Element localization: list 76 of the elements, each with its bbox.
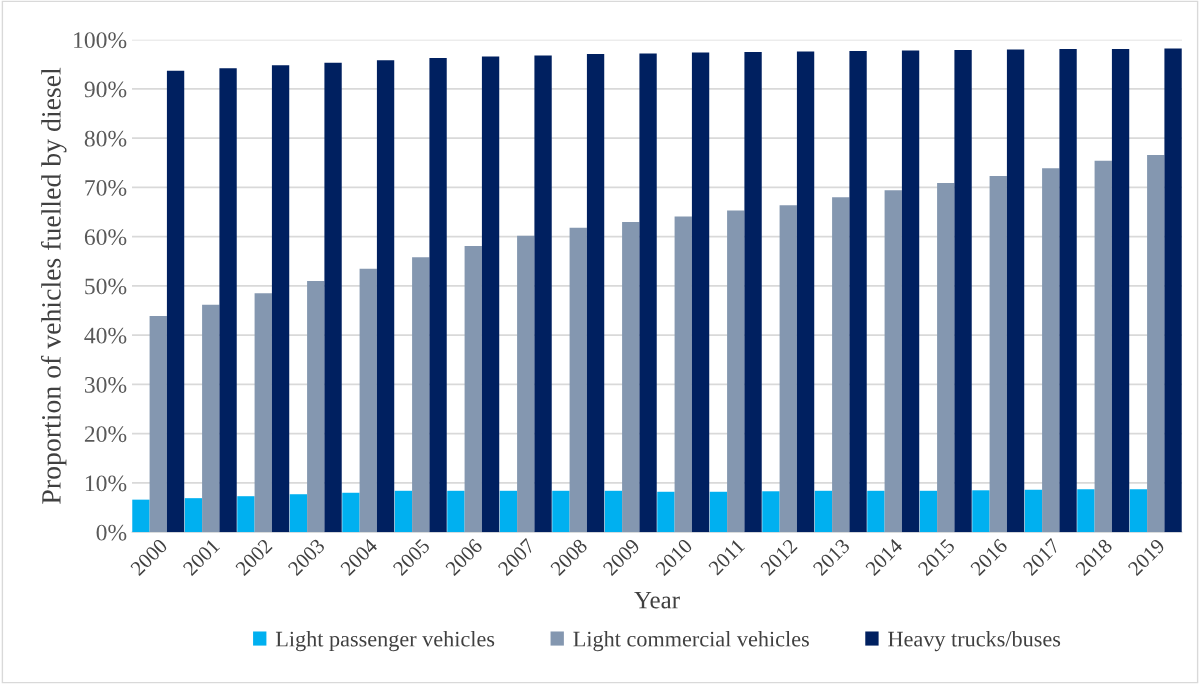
- bar: [604, 490, 623, 533]
- bar: [1147, 154, 1165, 533]
- bar: [499, 490, 518, 533]
- y-tick-label: 100%: [74, 32, 127, 49]
- bar: [569, 227, 587, 533]
- y-tick-label: 0%: [96, 524, 127, 541]
- bar: [447, 490, 465, 533]
- bar: [412, 257, 430, 533]
- bar: [1094, 160, 1112, 533]
- bar: [359, 268, 377, 533]
- bar: [1164, 48, 1182, 533]
- bar: [919, 490, 938, 533]
- bar: [464, 246, 482, 533]
- bar: [184, 498, 203, 533]
- bar: [954, 50, 972, 533]
- bar: [1059, 49, 1077, 533]
- bar: [394, 490, 413, 533]
- bar: [376, 60, 395, 533]
- y-tick-label: 20%: [84, 426, 127, 443]
- bar: [342, 492, 360, 533]
- bar: [762, 491, 780, 533]
- bar: [779, 205, 797, 533]
- bar: [1006, 49, 1025, 533]
- y-tick-label: 60%: [84, 229, 127, 246]
- y-axis-title: Proportion of vehicles fuelled by diesel: [40, 67, 67, 504]
- bar: [849, 51, 867, 533]
- bar: [622, 221, 640, 533]
- legend-label: Light passenger vehicles: [275, 630, 495, 652]
- bar: [709, 491, 728, 533]
- bar: [1024, 489, 1043, 533]
- bar: [727, 210, 745, 533]
- bar: [481, 56, 500, 533]
- y-tick-label: 40%: [84, 327, 127, 344]
- bar: [814, 490, 833, 533]
- bar: [1042, 168, 1060, 533]
- bar: [639, 53, 657, 533]
- bar: [867, 490, 885, 533]
- bar: [237, 496, 255, 533]
- legend-label: Heavy trucks/buses: [888, 630, 1061, 652]
- bar: [989, 176, 1007, 533]
- bar: [937, 182, 955, 533]
- bar: [884, 190, 902, 533]
- bar: [657, 491, 675, 533]
- bar: [517, 235, 535, 533]
- y-tick-label: 80%: [84, 130, 127, 147]
- y-tick-label: 50%: [85, 278, 127, 295]
- bar: [674, 216, 692, 533]
- bar: [271, 65, 290, 533]
- bar: [796, 51, 815, 533]
- bar: [254, 293, 272, 533]
- bar: [429, 57, 447, 533]
- bar: [324, 62, 342, 533]
- bar: [149, 315, 167, 533]
- bar: [1129, 489, 1148, 533]
- y-tick-label: 10%: [85, 475, 127, 492]
- bar: [972, 490, 990, 533]
- bar: [552, 490, 570, 533]
- y-tick-label: 30%: [84, 376, 127, 393]
- bar: [202, 304, 220, 533]
- bar: [1077, 489, 1095, 533]
- bar: [832, 197, 850, 533]
- bar: [289, 494, 308, 533]
- bar: [166, 70, 185, 533]
- bar: [1111, 49, 1130, 533]
- legend-label: Light commercial vehicles: [573, 630, 809, 652]
- bar: [691, 52, 710, 533]
- bar: [219, 68, 237, 533]
- bar: [132, 499, 150, 533]
- y-tick-label: 70%: [85, 179, 127, 196]
- bar: [534, 55, 552, 533]
- bar: [586, 53, 605, 533]
- x-axis-title: Year: [634, 591, 680, 609]
- bar: [307, 280, 325, 533]
- bar: [744, 51, 762, 533]
- y-tick-label: 90%: [84, 81, 127, 98]
- bar: [901, 50, 920, 533]
